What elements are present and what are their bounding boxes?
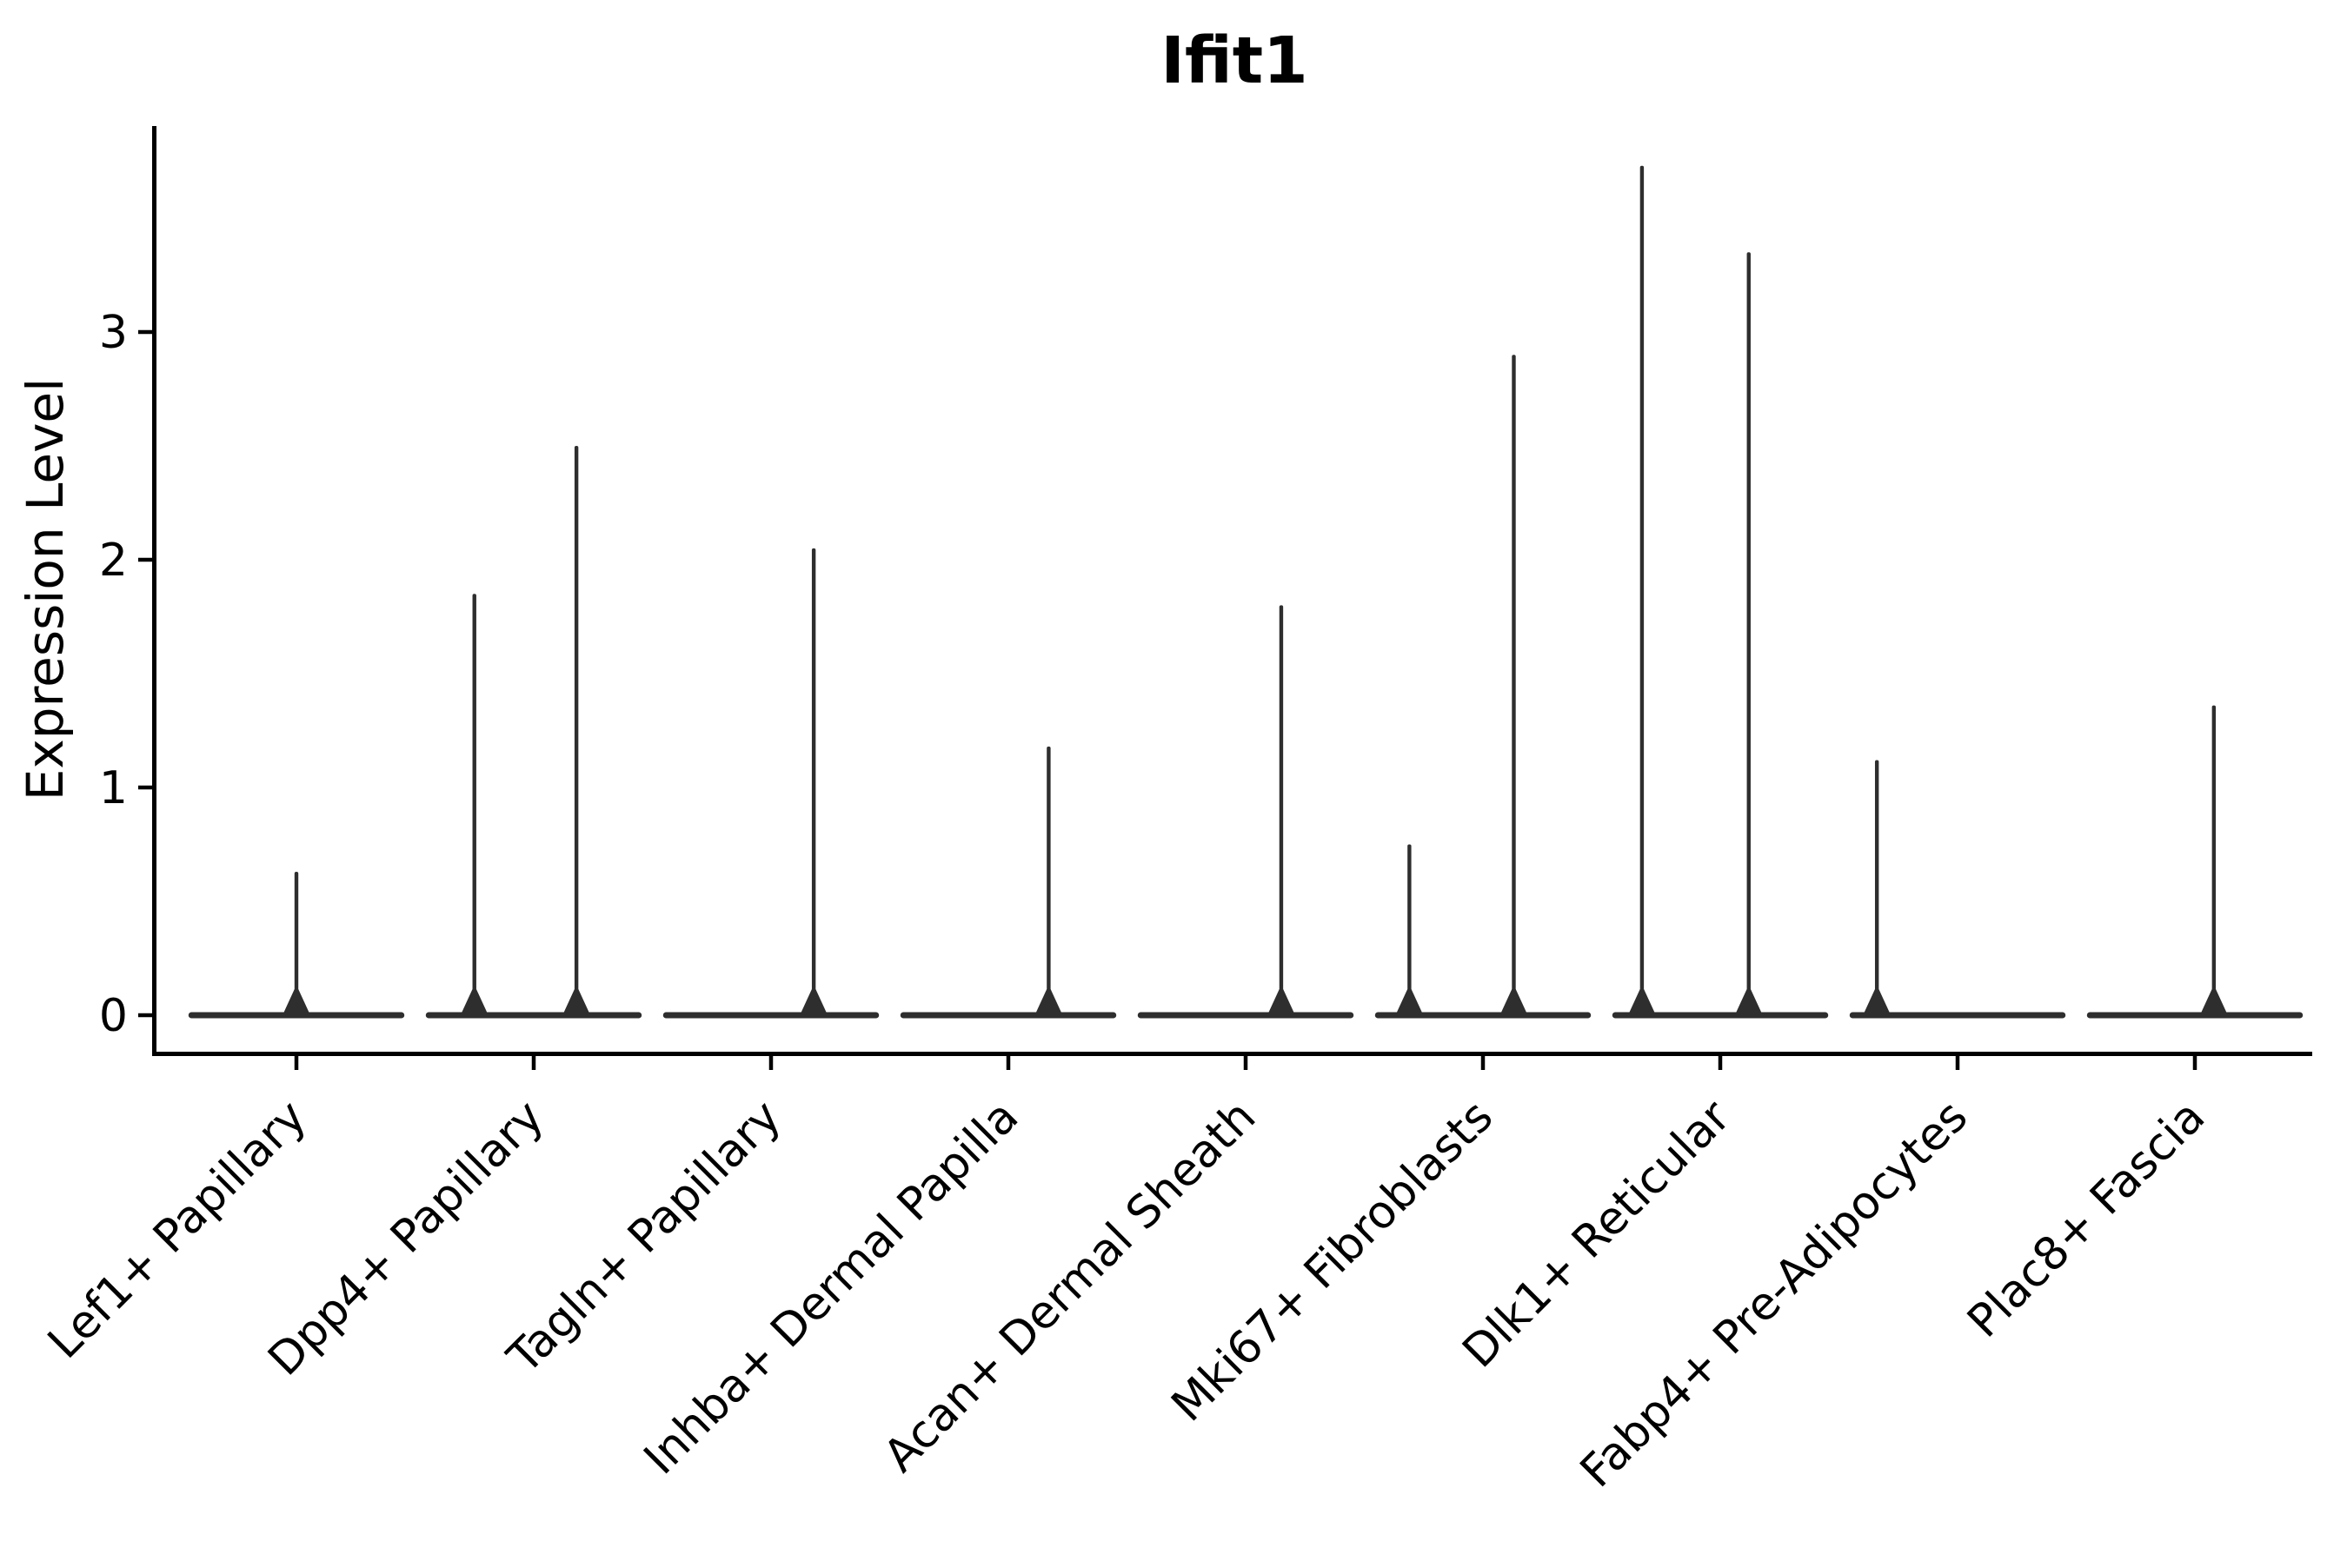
x-tick-mark [1243, 1056, 1248, 1070]
x-tick-mark [1718, 1056, 1723, 1070]
x-tick-mark [531, 1056, 536, 1070]
violin-spike [1279, 605, 1284, 1015]
x-tick-mark [294, 1056, 299, 1070]
violin [2086, 705, 2304, 1019]
x-tick-label: Plac8+ Fascia [1958, 1091, 2215, 1348]
violin [1612, 165, 1829, 1019]
y-tick-mark [138, 557, 152, 562]
violin-spike [574, 446, 579, 1015]
violin-spike [1512, 355, 1516, 1015]
y-tick-label: 0 [99, 990, 128, 1042]
violin [1849, 760, 2066, 1019]
violin [1137, 605, 1354, 1019]
y-axis-spine [152, 126, 156, 1056]
violin-spike [294, 871, 299, 1015]
violin [425, 446, 642, 1019]
y-axis-ticks: 0 1 2 3 [99, 307, 152, 1042]
violin-baseline [1374, 1012, 1592, 1019]
violin-baseline [1612, 1012, 1829, 1019]
violin-baseline [425, 1012, 642, 1019]
violin-bodies [188, 165, 2304, 1019]
violin-baseline [900, 1012, 1117, 1019]
violin [1374, 355, 1592, 1019]
x-axis-spine [152, 1052, 2312, 1056]
y-tick-label: 1 [99, 762, 128, 814]
violin-baseline [1137, 1012, 1354, 1019]
x-tick-mark [1955, 1056, 1960, 1070]
y-tick-mark [138, 329, 152, 335]
violin [900, 746, 1117, 1019]
x-tick-mark [1006, 1056, 1011, 1070]
violin-spike [1746, 252, 1751, 1015]
y-axis-label: Expression Level [16, 378, 75, 801]
violin-baseline [2086, 1012, 2304, 1019]
violin-spike [1874, 760, 1879, 1015]
y-tick-label: 3 [99, 307, 128, 359]
violin-spike [1407, 844, 1412, 1015]
x-tick-mark [768, 1056, 774, 1070]
violin-spike [1047, 746, 1051, 1015]
x-tick-label: Lef1+ Papillary [38, 1091, 316, 1369]
y-tick-mark [138, 1013, 152, 1018]
violin-spike [472, 594, 476, 1015]
violin-spike [1639, 165, 1645, 1016]
violin-spike [2211, 705, 2217, 1015]
x-tick-label: Inhba+ Dermal Papilla [635, 1091, 1028, 1485]
x-tick-label: Fabp4+ Pre-Adipocytes [1571, 1091, 1978, 1498]
y-tick-mark [138, 785, 152, 790]
violin [662, 548, 880, 1019]
violin-spike [811, 548, 816, 1015]
x-axis-ticks [294, 1056, 2197, 1070]
chart-title: Ifit1 [1160, 23, 1307, 98]
violin-baseline [662, 1012, 880, 1019]
violin [188, 871, 405, 1019]
violin-baseline [188, 1012, 405, 1019]
x-tick-mark [1480, 1056, 1486, 1070]
violin-baseline [1849, 1012, 2066, 1019]
axes-spines [152, 126, 2312, 1056]
x-tick-mark [2192, 1056, 2197, 1070]
y-tick-label: 2 [99, 535, 128, 587]
